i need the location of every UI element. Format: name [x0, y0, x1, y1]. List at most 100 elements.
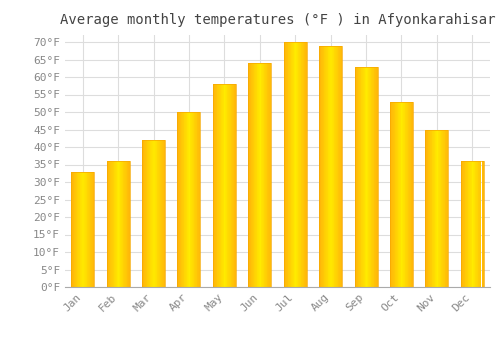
Bar — [472, 161, 473, 287]
Bar — [302, 42, 303, 287]
Bar — [91, 172, 92, 287]
Bar — [195, 112, 196, 287]
Bar — [469, 161, 470, 287]
Bar — [111, 161, 112, 287]
Bar — [80, 172, 81, 287]
Bar — [296, 42, 298, 287]
Bar — [444, 130, 446, 287]
Bar — [372, 66, 373, 287]
Bar — [161, 140, 162, 287]
Bar — [178, 112, 201, 287]
Bar — [185, 112, 186, 287]
Bar — [404, 102, 406, 287]
Bar — [186, 112, 188, 287]
Bar — [412, 102, 413, 287]
Bar — [264, 63, 265, 287]
Bar — [192, 112, 193, 287]
Bar — [477, 161, 478, 287]
Bar — [285, 42, 286, 287]
Bar — [390, 102, 413, 287]
Bar — [427, 130, 428, 287]
Bar — [159, 140, 160, 287]
Bar — [363, 66, 364, 287]
Bar — [183, 112, 184, 287]
Bar — [356, 66, 357, 287]
Bar — [219, 84, 220, 287]
Bar — [75, 172, 76, 287]
Bar — [319, 46, 342, 287]
Bar — [360, 66, 362, 287]
Bar — [298, 42, 299, 287]
Bar — [266, 63, 268, 287]
Bar — [78, 172, 79, 287]
Bar — [323, 46, 324, 287]
Bar — [188, 112, 189, 287]
Bar — [228, 84, 229, 287]
Bar — [430, 130, 432, 287]
Bar — [224, 84, 225, 287]
Bar — [329, 46, 330, 287]
Bar — [182, 112, 183, 287]
Bar — [304, 42, 305, 287]
Bar — [109, 161, 110, 287]
Bar — [364, 66, 366, 287]
Bar — [85, 172, 86, 287]
Bar — [158, 140, 159, 287]
Bar — [71, 172, 94, 287]
Bar — [461, 161, 484, 287]
Bar — [433, 130, 434, 287]
Bar — [338, 46, 339, 287]
Bar — [409, 102, 410, 287]
Bar — [79, 172, 80, 287]
Bar — [252, 63, 253, 287]
Bar — [295, 42, 296, 287]
Bar — [121, 161, 122, 287]
Bar — [335, 46, 336, 287]
Bar — [119, 161, 120, 287]
Bar — [222, 84, 223, 287]
Bar — [262, 63, 263, 287]
Bar — [327, 46, 328, 287]
Bar — [447, 130, 448, 287]
Title: Average monthly temperatures (°F ) in Afyonkarahisar: Average monthly temperatures (°F ) in Af… — [60, 13, 495, 27]
Bar — [333, 46, 334, 287]
Bar — [199, 112, 200, 287]
Bar — [293, 42, 294, 287]
Bar — [473, 161, 474, 287]
Bar — [290, 42, 292, 287]
Bar — [151, 140, 152, 287]
Bar — [118, 161, 119, 287]
Bar — [86, 172, 88, 287]
Bar — [483, 161, 484, 287]
Bar — [357, 66, 358, 287]
Bar — [248, 63, 272, 287]
Bar — [426, 130, 427, 287]
Bar — [284, 42, 285, 287]
Bar — [263, 63, 264, 287]
Bar — [393, 102, 394, 287]
Bar — [76, 172, 78, 287]
Bar — [340, 46, 342, 287]
Bar — [442, 130, 443, 287]
Bar — [74, 172, 75, 287]
Bar — [249, 63, 250, 287]
Bar — [194, 112, 195, 287]
Bar — [143, 140, 144, 287]
Bar — [324, 46, 326, 287]
Bar — [436, 130, 437, 287]
Bar — [124, 161, 125, 287]
Bar — [253, 63, 254, 287]
Bar — [226, 84, 228, 287]
Bar — [399, 102, 400, 287]
Bar — [220, 84, 222, 287]
Bar — [142, 140, 143, 287]
Bar — [213, 84, 236, 287]
Bar — [332, 46, 333, 287]
Bar — [336, 46, 337, 287]
Bar — [213, 84, 214, 287]
Bar — [440, 130, 442, 287]
Bar — [390, 102, 392, 287]
Bar — [106, 161, 130, 287]
Bar — [155, 140, 156, 287]
Bar — [429, 130, 430, 287]
